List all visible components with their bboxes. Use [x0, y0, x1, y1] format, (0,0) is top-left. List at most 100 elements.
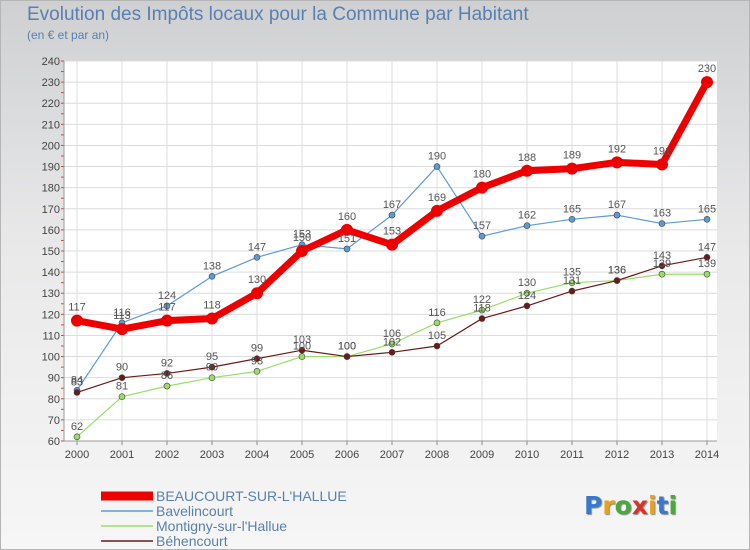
- data-point: [118, 393, 126, 400]
- y-tick-label: 220: [42, 98, 60, 110]
- data-label: 106: [383, 328, 401, 340]
- data-point: [73, 433, 81, 441]
- data-label: 180: [473, 169, 491, 181]
- data-label: 136: [608, 265, 626, 277]
- data-label: 90: [116, 362, 128, 374]
- data-point: [388, 340, 396, 348]
- data-label: 105: [428, 330, 446, 342]
- y-tick-label: 190: [42, 162, 60, 174]
- data-label: 100: [338, 341, 356, 353]
- data-point: [568, 279, 576, 286]
- data-point: [613, 211, 621, 219]
- x-tick-label: 2005: [290, 449, 314, 461]
- data-label: 190: [428, 151, 446, 163]
- data-label: 84: [71, 374, 83, 386]
- y-tick-label: 230: [42, 77, 60, 89]
- logo-letter: x: [631, 491, 648, 520]
- y-tick-label: 110: [42, 330, 60, 342]
- data-label: 102: [383, 336, 401, 348]
- data-point: [658, 270, 666, 278]
- data-label: 99: [251, 343, 263, 355]
- data-label: 188: [518, 152, 536, 164]
- data-label: 93: [251, 355, 263, 367]
- data-label: 147: [248, 241, 266, 253]
- data-point: [253, 254, 261, 261]
- data-point: [208, 374, 216, 381]
- data-label: 167: [608, 199, 626, 211]
- logo-letter: i: [668, 491, 678, 520]
- x-tick-label: 2011: [560, 449, 584, 461]
- data-point: [298, 353, 306, 360]
- y-tick-label: 150: [42, 246, 60, 258]
- x-tick-label: 2009: [470, 449, 494, 461]
- data-point: [206, 312, 218, 325]
- data-point: [298, 346, 306, 354]
- x-tick-label: 2002: [155, 449, 179, 461]
- legend-label-3: Béhencourt: [156, 533, 228, 549]
- logo-letter: i: [648, 491, 657, 520]
- x-tick-label: 2012: [605, 449, 629, 461]
- data-point: [703, 216, 711, 223]
- data-label: 153: [383, 226, 401, 238]
- data-point: [208, 363, 216, 371]
- y-tick-label: 240: [42, 56, 60, 68]
- data-point: [386, 238, 398, 251]
- data-point: [71, 314, 83, 327]
- chart-title: Evolution des Impôts locaux pour la Comm…: [27, 4, 529, 25]
- data-label: 122: [473, 294, 491, 306]
- proxiti-logo: Proxiti: [584, 491, 677, 520]
- data-label: 139: [698, 258, 716, 270]
- logo-letter: P: [584, 491, 603, 520]
- data-label: 103: [293, 334, 311, 346]
- data-point: [521, 164, 533, 177]
- data-point: [523, 222, 531, 229]
- data-point: [343, 245, 351, 253]
- data-point: [116, 323, 128, 336]
- data-label: 189: [563, 150, 581, 162]
- y-tick-label: 90: [48, 373, 60, 385]
- y-tick-label: 80: [48, 394, 60, 406]
- x-tick-label: 2006: [335, 449, 359, 461]
- data-label: 150: [293, 232, 311, 244]
- data-point: [433, 163, 441, 170]
- legend-label-2: Montigny-sur-l'Hallue: [156, 518, 287, 534]
- data-label: 90: [206, 362, 218, 374]
- y-tick-label: 130: [42, 288, 60, 300]
- logo-letter: o: [614, 491, 632, 520]
- y-tick-label: 120: [42, 309, 60, 321]
- series-lines: [71, 76, 713, 441]
- data-label: 135: [563, 267, 581, 279]
- data-label: 83: [71, 376, 83, 388]
- data-label: 167: [383, 199, 401, 211]
- data-label: 100: [338, 341, 356, 353]
- data-label: 139: [653, 258, 671, 270]
- x-tick-label: 2007: [380, 449, 404, 461]
- data-point: [568, 287, 576, 295]
- y-tick-label: 210: [42, 119, 60, 131]
- data-label: 118: [473, 303, 491, 315]
- data-point: [251, 287, 263, 300]
- data-label: 124: [158, 290, 176, 302]
- x-tick-label: 2004: [245, 449, 269, 461]
- data-point: [163, 382, 171, 390]
- y-tick-label: 100: [42, 352, 60, 364]
- data-point: [701, 76, 713, 89]
- data-point: [523, 302, 531, 310]
- data-label: 147: [698, 241, 716, 253]
- data-point: [658, 262, 666, 270]
- data-point: [656, 158, 668, 171]
- data-point: [433, 342, 441, 350]
- data-label: 92: [161, 357, 173, 369]
- data-label: 192: [608, 143, 626, 155]
- data-labels: 117 113 117 118 130 150 160 153 169 180 188 189 192 1…: [68, 63, 716, 433]
- data-label: 163: [653, 208, 671, 220]
- x-tick-label: 2013: [650, 449, 674, 461]
- data-label: 100: [293, 341, 311, 353]
- data-label: 165: [698, 203, 716, 215]
- y-tick-label: 200: [42, 140, 60, 152]
- data-point: [341, 223, 353, 236]
- x-tick-label: 2014: [695, 449, 719, 461]
- data-point: [658, 220, 666, 227]
- data-point: [433, 319, 441, 327]
- data-point: [566, 162, 578, 175]
